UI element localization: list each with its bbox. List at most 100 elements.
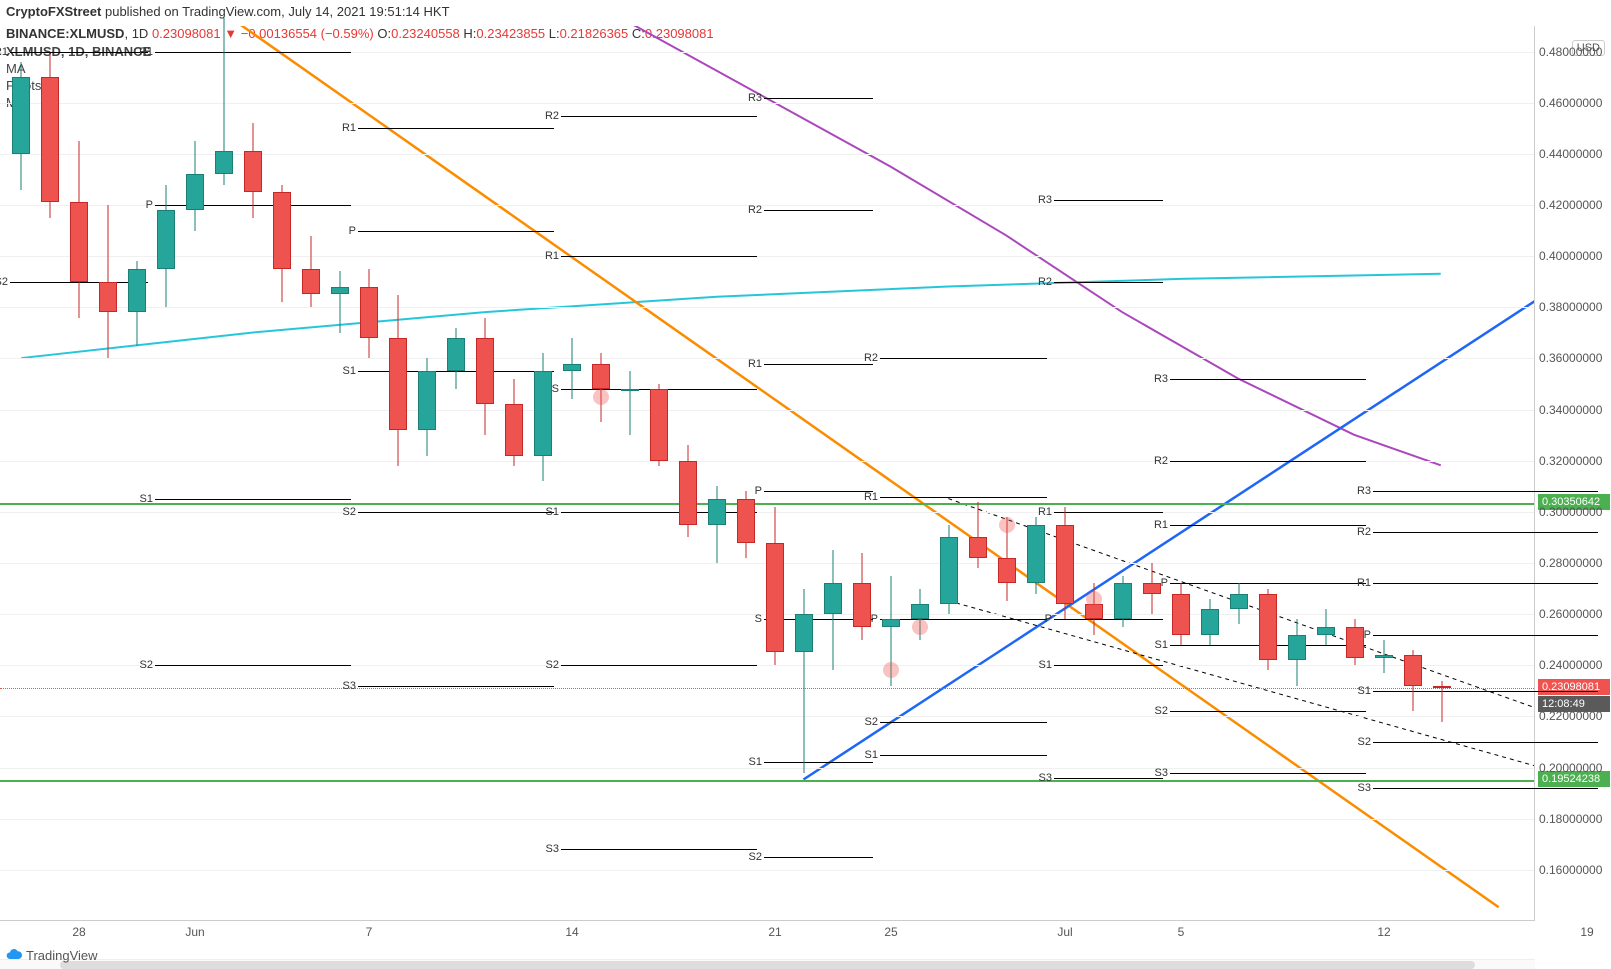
- published-on-text: published on: [105, 4, 179, 19]
- pivot-label: S2: [0, 276, 10, 288]
- x-tick-label: 21: [768, 925, 781, 939]
- candle[interactable]: [706, 26, 728, 921]
- x-tick-label: 28: [72, 925, 85, 939]
- candle[interactable]: [416, 26, 438, 921]
- candle[interactable]: [1199, 26, 1221, 921]
- candle[interactable]: [213, 26, 235, 921]
- candle[interactable]: [300, 26, 322, 921]
- candle[interactable]: [387, 26, 409, 921]
- candle[interactable]: [996, 26, 1018, 921]
- candle[interactable]: [1257, 26, 1279, 921]
- candle[interactable]: [1141, 26, 1163, 921]
- candle[interactable]: [1228, 26, 1250, 921]
- candle[interactable]: [822, 26, 844, 921]
- candle[interactable]: [10, 26, 32, 921]
- scrollbar-thumb[interactable]: [60, 961, 1475, 969]
- candle[interactable]: [39, 26, 61, 921]
- candle[interactable]: [1054, 26, 1076, 921]
- y-tick-label: 0.46000000: [1539, 96, 1602, 110]
- candle[interactable]: [242, 26, 264, 921]
- candle[interactable]: [909, 26, 931, 921]
- candle[interactable]: [677, 26, 699, 921]
- candle[interactable]: [503, 26, 525, 921]
- chart-area[interactable]: 0.303506420.195242380.2309808112:08:49R1…: [0, 26, 1611, 969]
- plot-area[interactable]: 0.303506420.195242380.2309808112:08:49R1…: [0, 26, 1535, 921]
- candle[interactable]: [532, 26, 554, 921]
- candle[interactable]: [126, 26, 148, 921]
- candle[interactable]: [358, 26, 380, 921]
- y-tick-label: 0.20000000: [1539, 761, 1602, 775]
- candle[interactable]: [764, 26, 786, 921]
- chart-container: CryptoFXStreet published on TradingView.…: [0, 0, 1611, 969]
- candle[interactable]: [619, 26, 641, 921]
- author-name: CryptoFXStreet: [6, 4, 101, 19]
- candle[interactable]: [793, 26, 815, 921]
- x-tick-label: Jun: [185, 925, 204, 939]
- tradingview-logo: TradingView: [6, 947, 98, 963]
- pivot-line: [880, 755, 1047, 756]
- candle[interactable]: [1170, 26, 1192, 921]
- candle[interactable]: [938, 26, 960, 921]
- y-tick-label: 0.38000000: [1539, 300, 1602, 314]
- candle[interactable]: [590, 26, 612, 921]
- signal-marker: [883, 662, 899, 678]
- candle[interactable]: [1025, 26, 1047, 921]
- publish-timestamp: July 14, 2021 19:51:14 HKT: [288, 4, 449, 19]
- footer-brand: TradingView: [26, 948, 98, 963]
- candle[interactable]: [329, 26, 351, 921]
- x-tick-label: 19: [1580, 925, 1593, 939]
- candle[interactable]: [1431, 26, 1453, 921]
- candle[interactable]: [967, 26, 989, 921]
- signal-marker: [593, 371, 609, 387]
- x-tick-label: Jul: [1057, 925, 1072, 939]
- candle[interactable]: [1402, 26, 1424, 921]
- site-name: TradingView.com,: [182, 4, 285, 19]
- y-tick-label: 0.34000000: [1539, 403, 1602, 417]
- y-tick-label: 0.44000000: [1539, 147, 1602, 161]
- signal-marker: [593, 389, 609, 405]
- candle[interactable]: [735, 26, 757, 921]
- x-tick-label: 25: [884, 925, 897, 939]
- y-axis[interactable]: USD 0.160000000.180000000.200000000.2200…: [1535, 26, 1611, 921]
- pivot-line: [880, 619, 1047, 620]
- y-tick-label: 0.32000000: [1539, 454, 1602, 468]
- candle[interactable]: [1286, 26, 1308, 921]
- candle[interactable]: [445, 26, 467, 921]
- candle[interactable]: [1083, 26, 1105, 921]
- candle[interactable]: [561, 26, 583, 921]
- y-tick-label: 0.30000000: [1539, 505, 1602, 519]
- y-tick-label: 0.22000000: [1539, 709, 1602, 723]
- publish-header: CryptoFXStreet published on TradingView.…: [0, 0, 1611, 26]
- time-scrollbar[interactable]: [0, 959, 1535, 969]
- y-tick-label: 0.28000000: [1539, 556, 1602, 570]
- y-tick-label: 0.40000000: [1539, 249, 1602, 263]
- y-tick-label: 0.26000000: [1539, 607, 1602, 621]
- candle[interactable]: [851, 26, 873, 921]
- y-tick-label: 0.18000000: [1539, 812, 1602, 826]
- candle[interactable]: [1112, 26, 1134, 921]
- candle[interactable]: [155, 26, 177, 921]
- candle[interactable]: [648, 26, 670, 921]
- x-tick-label: 12: [1377, 925, 1390, 939]
- candle[interactable]: [271, 26, 293, 921]
- cloud-icon: [6, 947, 22, 963]
- pivot-line: [880, 358, 1047, 359]
- x-tick-label: 5: [1178, 925, 1185, 939]
- y-tick-label: 0.36000000: [1539, 351, 1602, 365]
- y-tick-label: 0.16000000: [1539, 863, 1602, 877]
- y-tick-label: 0.24000000: [1539, 658, 1602, 672]
- candle[interactable]: [97, 26, 119, 921]
- candle[interactable]: [1373, 26, 1395, 921]
- candle[interactable]: [474, 26, 496, 921]
- signal-marker: [999, 517, 1015, 533]
- signal-marker: [912, 619, 928, 635]
- candle[interactable]: [1344, 26, 1366, 921]
- candle[interactable]: [880, 26, 902, 921]
- candle[interactable]: [184, 26, 206, 921]
- y-tick-label: 0.42000000: [1539, 198, 1602, 212]
- candle[interactable]: [68, 26, 90, 921]
- pivot-label: R1: [0, 46, 10, 58]
- pivot-line: [880, 722, 1047, 723]
- candle[interactable]: [1315, 26, 1337, 921]
- x-tick-label: 14: [565, 925, 578, 939]
